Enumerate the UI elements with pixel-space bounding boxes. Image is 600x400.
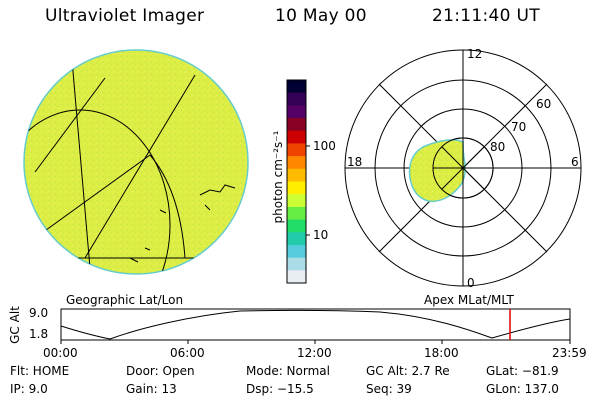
apex-caption: Apex MLat/MLT	[424, 293, 514, 307]
altitude-ytick-9: 9.0	[29, 306, 49, 320]
meridian-line	[34, 77, 106, 173]
info-ip: IP: 9.0	[10, 382, 48, 396]
meridian-line	[84, 74, 196, 259]
colorbar-frame	[286, 79, 307, 284]
colorbar-segment	[287, 143, 306, 157]
altitude-ylabel: GC Alt	[8, 306, 22, 344]
mlt-label-12: 12	[467, 47, 483, 61]
colorbar-ticks	[306, 145, 310, 236]
meridian-line	[149, 154, 186, 259]
aurora-oval	[408, 139, 466, 203]
colorbar-segment	[287, 156, 306, 170]
info-glat: GLat: −81.9	[486, 364, 559, 378]
lat-label-60: 60	[536, 97, 552, 111]
altitude-xtick-1800: 18:00	[424, 346, 459, 360]
earth-disk	[23, 49, 249, 275]
mlt-label-0: 0	[467, 276, 475, 290]
info-glon: GLon: 137.0	[486, 382, 559, 396]
observation-date: 10 May 00	[275, 6, 367, 26]
info-flt: Flt: HOME	[10, 364, 70, 378]
lat-label-70: 70	[511, 120, 527, 134]
geographic-image	[23, 49, 249, 275]
latitude-circle	[24, 109, 171, 274]
colorbar-segment	[287, 92, 306, 106]
info-seq: Seq: 39	[366, 382, 412, 396]
altitude-plot	[60, 308, 571, 344]
colorbar-segment	[287, 168, 306, 182]
info-gcalt: GC Alt: 2.7 Re	[366, 364, 450, 378]
color-bar	[286, 79, 307, 284]
colorbar-segment	[287, 181, 306, 195]
meridian-line	[34, 154, 151, 239]
observation-time: 21:11:40 UT	[432, 6, 540, 26]
colorbar-tick-10: 10	[313, 228, 329, 242]
meridian-line	[71, 59, 91, 269]
info-mode: Mode: Normal	[246, 364, 330, 378]
lat-label-80: 80	[490, 140, 506, 154]
geographic-grid	[24, 59, 240, 274]
colorbar-segment	[287, 257, 306, 271]
colorbar-segment	[287, 194, 306, 208]
mlt-label-18: 18	[347, 155, 363, 169]
colorbar-unit-label: photon cm⁻²s⁻¹	[271, 130, 285, 224]
colorbar-tick-100: 100	[313, 139, 336, 153]
altitude-xtick-0600: 06:00	[170, 346, 205, 360]
altitude-xtick-0000: 00:00	[43, 346, 78, 360]
instrument-title: Ultraviolet Imager	[45, 6, 205, 26]
mlt-line-overlay	[441, 146, 485, 190]
altitude-xtick-2359: 23:59	[552, 346, 587, 360]
colorbar-segment	[287, 270, 306, 284]
altitude-ytick-1-8: 1.8	[29, 327, 49, 341]
geographic-caption: Geographic Lat/Lon	[66, 293, 184, 307]
info-dsp: Dsp: −15.5	[246, 382, 314, 396]
coastline	[199, 184, 236, 196]
coastline	[129, 204, 211, 263]
x-axis-ticks	[60, 340, 571, 344]
altitude-curve	[60, 309, 571, 340]
colorbar-segment	[287, 118, 306, 132]
colorbar-segment	[287, 244, 306, 259]
info-gain: Gain: 13	[126, 382, 177, 396]
colorbar-segment	[287, 105, 306, 119]
colorbar-segment	[287, 130, 306, 144]
colorbar-segment	[287, 206, 306, 221]
polar-plot	[344, 49, 582, 287]
info-door: Door: Open	[126, 364, 195, 378]
altitude-xtick-1200: 12:00	[297, 346, 332, 360]
colorbar-segment	[287, 232, 306, 246]
colorbar-segment	[287, 80, 306, 94]
colorbar-segment	[287, 219, 306, 233]
altitude-plot-frame	[60, 308, 571, 341]
mlt-label-6: 6	[571, 155, 579, 169]
